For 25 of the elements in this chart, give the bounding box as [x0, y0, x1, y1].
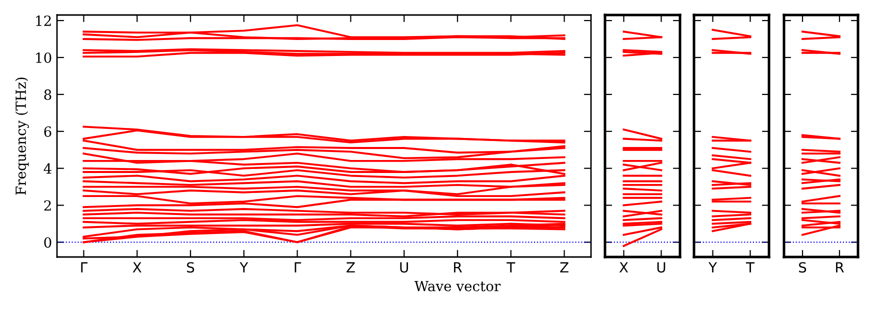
- y-tick-label: 2: [44, 200, 51, 211]
- y-tick-label: 10: [36, 52, 52, 63]
- x-tick-label: Γ: [294, 262, 302, 272]
- x-tick-label: T: [746, 262, 755, 272]
- x-tick-label: U: [400, 262, 408, 273]
- y-tick-label: 6: [44, 126, 52, 137]
- x-tick-label: Z: [346, 262, 355, 272]
- x-tick-label: S: [187, 262, 194, 273]
- x-tick-label: T: [506, 262, 516, 272]
- x-tick-label: X: [619, 262, 628, 272]
- x-tick-label: Z: [560, 262, 568, 272]
- x-tick-label: Y: [240, 262, 248, 272]
- y-axis-title: Frequency (THz): [15, 78, 29, 195]
- y-tick-label: 12: [36, 16, 51, 26]
- x-axis-title: Wave vector: [414, 280, 501, 292]
- y-tick-label: 8: [44, 89, 52, 100]
- y-tick-label: 4: [44, 163, 52, 174]
- x-tick-label: U: [657, 262, 666, 273]
- x-tick-label: S: [799, 262, 806, 273]
- x-tick-label: X: [132, 262, 142, 272]
- x-tick-label: Y: [708, 262, 718, 272]
- x-tick-label: R: [454, 262, 462, 272]
- y-tick-label: 0: [44, 237, 52, 248]
- x-tick-label: Γ: [81, 262, 88, 272]
- x-tick-label: R: [836, 262, 844, 272]
